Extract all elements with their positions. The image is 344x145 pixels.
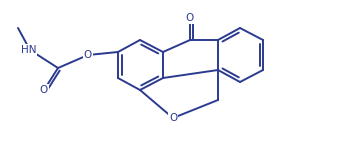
Text: O: O xyxy=(169,113,177,123)
Text: HN: HN xyxy=(21,45,37,55)
Text: O: O xyxy=(84,50,92,60)
Text: O: O xyxy=(186,13,194,23)
Text: O: O xyxy=(40,85,48,95)
